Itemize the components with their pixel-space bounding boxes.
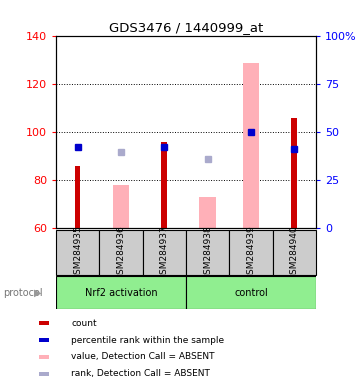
Bar [161,142,167,228]
Title: GDS3476 / 1440999_at: GDS3476 / 1440999_at [109,21,263,34]
Text: rank, Detection Call = ABSENT: rank, Detection Call = ABSENT [71,369,210,378]
Bar [199,197,216,228]
Text: GSM284939: GSM284939 [247,225,255,280]
Text: control: control [234,288,268,298]
Text: protocol: protocol [4,288,43,298]
Bar [75,166,81,228]
Text: GSM284937: GSM284937 [160,225,169,280]
Bar [143,230,186,275]
Text: GSM284936: GSM284936 [117,225,125,280]
Text: GSM284935: GSM284935 [73,225,82,280]
Bar [39,355,49,359]
Bar [99,230,143,275]
Bar [229,230,273,275]
Bar [113,185,129,228]
Text: percentile rank within the sample: percentile rank within the sample [71,336,224,344]
Bar [186,276,316,309]
Bar [39,372,49,376]
Bar [39,338,49,342]
Bar [243,63,259,228]
Bar [291,118,297,228]
Bar [56,230,99,275]
Text: Nrf2 activation: Nrf2 activation [84,288,157,298]
Text: count: count [71,319,97,328]
Text: GSM284940: GSM284940 [290,225,299,280]
Bar [273,230,316,275]
Bar [39,321,49,325]
Text: value, Detection Call = ABSENT: value, Detection Call = ABSENT [71,353,214,361]
Bar [186,230,229,275]
Text: GSM284938: GSM284938 [203,225,212,280]
Bar [56,276,186,309]
Text: ▶: ▶ [34,288,42,298]
